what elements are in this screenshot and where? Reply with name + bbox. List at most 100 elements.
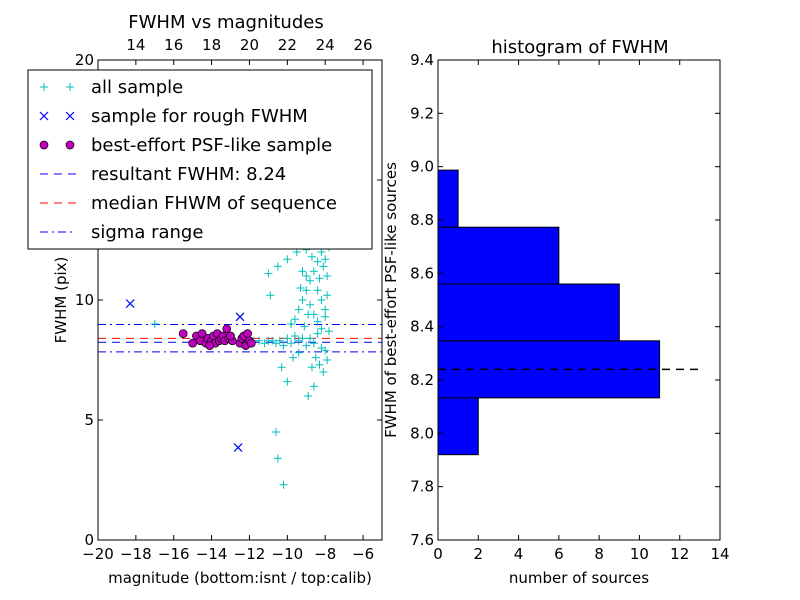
all-sample-point (279, 480, 288, 489)
all-sample-point (283, 255, 292, 264)
all-sample-point (321, 305, 330, 314)
scatter-y-axis-label: FWHM (pix) (52, 257, 70, 344)
psf-sample-point (243, 329, 252, 338)
histogram-x-ticks: 0 2 4 6 8 10 12 14 (433, 60, 730, 563)
all-sample-point (315, 360, 324, 369)
all-sample-point (317, 324, 326, 333)
scatter-x-axis-label: magnitude (bottom:isnt / top:calib) (108, 569, 372, 587)
all-sample-point (315, 274, 324, 283)
all-sample-point (298, 296, 307, 304)
all-sample-point (313, 257, 322, 266)
scatter-legend: all sample sample for rough FWHM best-ef… (27, 69, 373, 250)
all-sample-point (298, 334, 307, 343)
scatter-top-tick-label: 22 (278, 36, 297, 54)
scatter-panel: FWHM vs magnitudes −20 −18 −16 −14 −12 −10 −8−… (27, 12, 383, 587)
psf-sample-point (205, 341, 215, 350)
all-sample-point (290, 332, 299, 340)
legend-entry-rough-sample: sample for rough FWHM (91, 106, 308, 127)
all-sample-point (254, 336, 263, 345)
scatter-top-tick-label: 16 (164, 36, 183, 54)
legend-plus-icon (40, 83, 48, 91)
legend-entry-all-sample: all sample (91, 77, 183, 98)
all-sample-point (319, 262, 328, 271)
rough-fwhm-point (125, 299, 135, 309)
all-sample-point (283, 334, 292, 343)
histogram-bar (437, 169, 459, 228)
psf-sample-point (222, 324, 232, 334)
all-sample-point (307, 252, 316, 261)
all-sample-point (264, 269, 273, 278)
all-sample-point (313, 317, 322, 326)
scatter-x-tick-label: −10 (272, 545, 304, 563)
histogram-y-axis-label: FWHM of best-effort PSF-like sources (382, 162, 400, 438)
all-sample-point (302, 286, 311, 295)
histogram-x-tick-label: 12 (670, 545, 689, 563)
all-sample-point (287, 320, 296, 328)
psf-sample-point (226, 331, 235, 341)
histogram-x-tick-label: 4 (514, 545, 524, 563)
scatter-points (125, 236, 333, 489)
scatter-y-tick-label: 5 (84, 411, 94, 429)
all-sample-point (317, 296, 326, 304)
histogram-y-tick-label: 9.4 (410, 51, 434, 69)
legend-circle-icon (65, 140, 75, 150)
histogram-bar (437, 226, 560, 285)
all-sample-point (294, 305, 303, 314)
scatter-x-tick-label: −18 (120, 545, 152, 563)
legend-box (27, 69, 373, 250)
all-sample-point (323, 356, 332, 364)
all-sample-point (309, 382, 318, 391)
scatter-title: FWHM vs magnitudes (128, 12, 323, 33)
scatter-top-x-ticks: 14 16 18 20 22 24 26 (126, 36, 373, 65)
scatter-x-tick-label: −20 (82, 545, 114, 563)
histogram-x-tick-label: 14 (710, 545, 729, 563)
histogram-x-tick-label: 10 (630, 545, 649, 563)
histogram-y-tick-label: 8.4 (410, 318, 434, 336)
scatter-y-tick-label: 10 (75, 291, 94, 309)
histogram-y-tick-label: 8.8 (410, 211, 434, 229)
scatter-x-tick-label: −12 (234, 545, 266, 563)
histogram-plot-frame (437, 59, 721, 541)
rough-fwhm-point (235, 312, 245, 322)
legend-circle-icon (39, 140, 49, 150)
all-sample-point (321, 346, 330, 355)
all-sample-point (323, 291, 332, 300)
scatter-top-tick-label: 20 (240, 36, 259, 54)
all-sample-point (313, 329, 322, 338)
scatter-x-tick-label: −8 (314, 545, 336, 563)
scatter-top-tick-label: 26 (354, 36, 373, 54)
all-sample-point (306, 334, 315, 343)
all-sample-point (275, 336, 284, 345)
all-sample-point (319, 368, 328, 376)
scatter-x-ticks: −20 −18 −16 −14 −12 −10 −8 −6 (82, 535, 374, 563)
histogram-y-tick-label: 7.8 (410, 478, 434, 496)
all-sample-point (309, 267, 318, 276)
legend-entry-median-fwhm: median FHWM of sequence (91, 193, 337, 214)
all-sample-point (321, 312, 330, 321)
legend-entry-resultant-fwhm: resultant FWHM: 8.24 (91, 164, 286, 185)
all-sample-point (298, 267, 307, 276)
scatter-y-tick-label: 20 (75, 51, 94, 69)
legend-x-icon (39, 111, 49, 121)
psf-sample-point (178, 329, 188, 338)
histogram-title: histogram of FWHM (491, 37, 668, 58)
all-sample-point (321, 255, 330, 264)
all-sample-point (307, 363, 316, 372)
all-sample-point (150, 320, 159, 328)
legend-markers (39, 83, 76, 233)
all-sample-point (273, 262, 282, 271)
scatter-x-tick-label: −16 (158, 545, 190, 563)
all-sample-point (302, 272, 311, 280)
legend-x-icon (65, 111, 75, 121)
histogram-y-tick-label: 8.6 (410, 264, 434, 282)
all-sample-point (294, 348, 303, 357)
all-sample-point (290, 315, 299, 324)
all-sample-point (287, 339, 296, 348)
rough-fwhm-point (233, 443, 243, 453)
scatter-top-tick-label: 14 (126, 36, 145, 54)
all-sample-point (306, 276, 315, 285)
scatter-top-tick-label: 24 (316, 36, 335, 54)
histogram-panel: histogram of FWHM 0 2 4 6 8 10 12 14 7.6 7.8 8.0 8… (382, 37, 730, 587)
histogram-x-axis-label: number of sources (509, 569, 649, 587)
